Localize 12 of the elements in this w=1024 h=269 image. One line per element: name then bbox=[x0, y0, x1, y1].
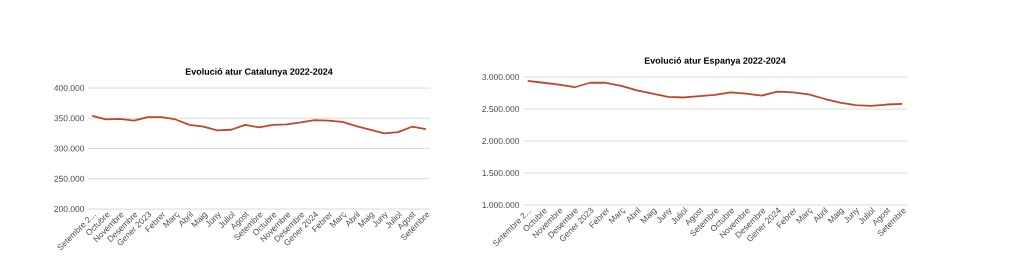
y-tick-label: 2.500.000 bbox=[482, 106, 520, 112]
chart-title: Evolució atur Espanya 2022-2024 bbox=[644, 57, 786, 66]
y-tick-label: 3.000.000 bbox=[482, 74, 520, 80]
chart-title: Evolució atur Catalunya 2022-2024 bbox=[185, 68, 333, 77]
y-tick-label: 1.500.000 bbox=[482, 170, 520, 176]
y-tick-label: 2.000.000 bbox=[482, 138, 520, 144]
y-tick-label: 400.000 bbox=[54, 85, 85, 91]
y-tick-label: 1.000.000 bbox=[482, 202, 520, 208]
y-tick-label: 250.000 bbox=[54, 175, 85, 182]
y-tick-label: 200.000 bbox=[54, 206, 85, 212]
y-tick-label: 350.000 bbox=[54, 115, 85, 122]
y-tick-label: 300.000 bbox=[54, 145, 85, 152]
